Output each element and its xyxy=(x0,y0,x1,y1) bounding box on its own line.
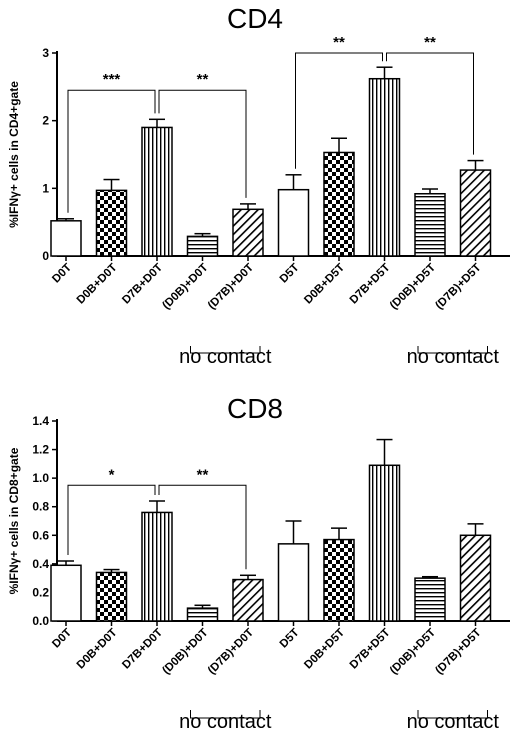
significance-label: * xyxy=(109,466,115,483)
significance-label: ** xyxy=(197,466,209,483)
bar xyxy=(368,464,401,622)
category-label: D0T xyxy=(50,262,74,286)
category-label: (D7B)+D5T xyxy=(433,262,483,312)
significance-label: ** xyxy=(333,34,345,51)
y-tick-label: 0.8 xyxy=(32,500,49,514)
group-bracket xyxy=(190,710,261,719)
significance-label: ** xyxy=(424,34,436,51)
bar xyxy=(459,534,492,622)
significance-bracket xyxy=(67,484,156,555)
y-tick-label: 0.2 xyxy=(32,585,49,599)
category-label: D5T xyxy=(278,627,302,651)
y-tick-label: 1.2 xyxy=(32,443,49,457)
significance-label: ** xyxy=(197,71,209,88)
category-label: D7B+D0T xyxy=(120,262,165,307)
category-label: (D7B)+D0T xyxy=(206,627,256,677)
cd4-chart: CD4 %IFNγ+ cells in CD4+gate 0 1 2 3 D0T D0B+D0… xyxy=(7,3,510,368)
category-label: (D0B)+D0T xyxy=(160,262,210,312)
category-label: (D0B)+D0T xyxy=(160,627,210,677)
significance-label: *** xyxy=(103,71,121,88)
y-axis-label: %IFNγ+ cells in CD8+gate xyxy=(7,447,21,594)
bar xyxy=(95,571,128,622)
chart-title: CD4 xyxy=(227,3,283,34)
bar xyxy=(232,578,264,622)
y-tick-label: 0.6 xyxy=(32,528,49,542)
bar xyxy=(277,188,310,257)
bar xyxy=(414,192,446,257)
cd8-chart: CD8 %IFNγ+ cells in CD8+gate 0.0 0.2 0.4 0.6 0… xyxy=(7,393,510,733)
y-tick-label: 1.4 xyxy=(32,414,49,428)
category-label: D7B+D0T xyxy=(120,627,165,672)
y-axis-label: %IFNγ+ cells in CD4+gate xyxy=(7,81,21,228)
bar xyxy=(50,564,82,622)
bar xyxy=(141,126,173,257)
bar xyxy=(277,543,310,622)
category-label: D0T xyxy=(50,627,74,651)
bar xyxy=(323,538,355,622)
bar xyxy=(414,577,446,622)
bar xyxy=(232,208,264,257)
significance-bracket xyxy=(158,89,247,198)
chart-title: CD8 xyxy=(227,393,283,424)
y-tick-label: 1 xyxy=(42,181,49,195)
y-tick-label: 0.0 xyxy=(32,614,49,628)
y-tick-label: 0 xyxy=(42,249,49,263)
y-tick-label: 0.4 xyxy=(32,557,49,571)
category-label: D0B+D5T xyxy=(302,627,347,672)
category-label: (D0B)+D5T xyxy=(388,627,438,677)
significance-bracket xyxy=(67,89,156,213)
group-label: no contact xyxy=(179,346,272,368)
bar xyxy=(459,169,492,257)
bar xyxy=(95,189,128,257)
group-bracket xyxy=(417,346,488,354)
bar xyxy=(186,607,219,622)
significance-bracket xyxy=(386,52,474,155)
group-bracket xyxy=(417,710,488,719)
category-label: (D7B)+D5T xyxy=(433,627,483,677)
category-label: (D7B)+D0T xyxy=(206,262,256,312)
y-tick-label: 3 xyxy=(42,46,49,60)
category-label: D7B+D5T xyxy=(348,262,393,307)
category-label: (D0B)+D5T xyxy=(388,262,438,312)
group-label: no contact xyxy=(407,711,500,733)
bar xyxy=(141,511,173,622)
bar xyxy=(186,235,219,257)
category-label: D7B+D5T xyxy=(348,627,393,672)
bar xyxy=(368,77,401,257)
y-tick-label: 2 xyxy=(42,114,49,128)
y-tick-label: 1.0 xyxy=(32,471,49,485)
bar xyxy=(50,220,82,257)
category-label: D5T xyxy=(278,262,302,286)
group-label: no contact xyxy=(179,711,272,733)
category-label: D0B+D0T xyxy=(75,262,120,307)
significance-bracket xyxy=(158,484,247,570)
category-label: D0B+D0T xyxy=(75,627,120,672)
group-label: no contact xyxy=(407,346,500,368)
group-bracket xyxy=(190,346,261,354)
bar xyxy=(323,151,355,257)
significance-bracket xyxy=(295,52,383,169)
category-label: D0B+D5T xyxy=(302,262,347,307)
